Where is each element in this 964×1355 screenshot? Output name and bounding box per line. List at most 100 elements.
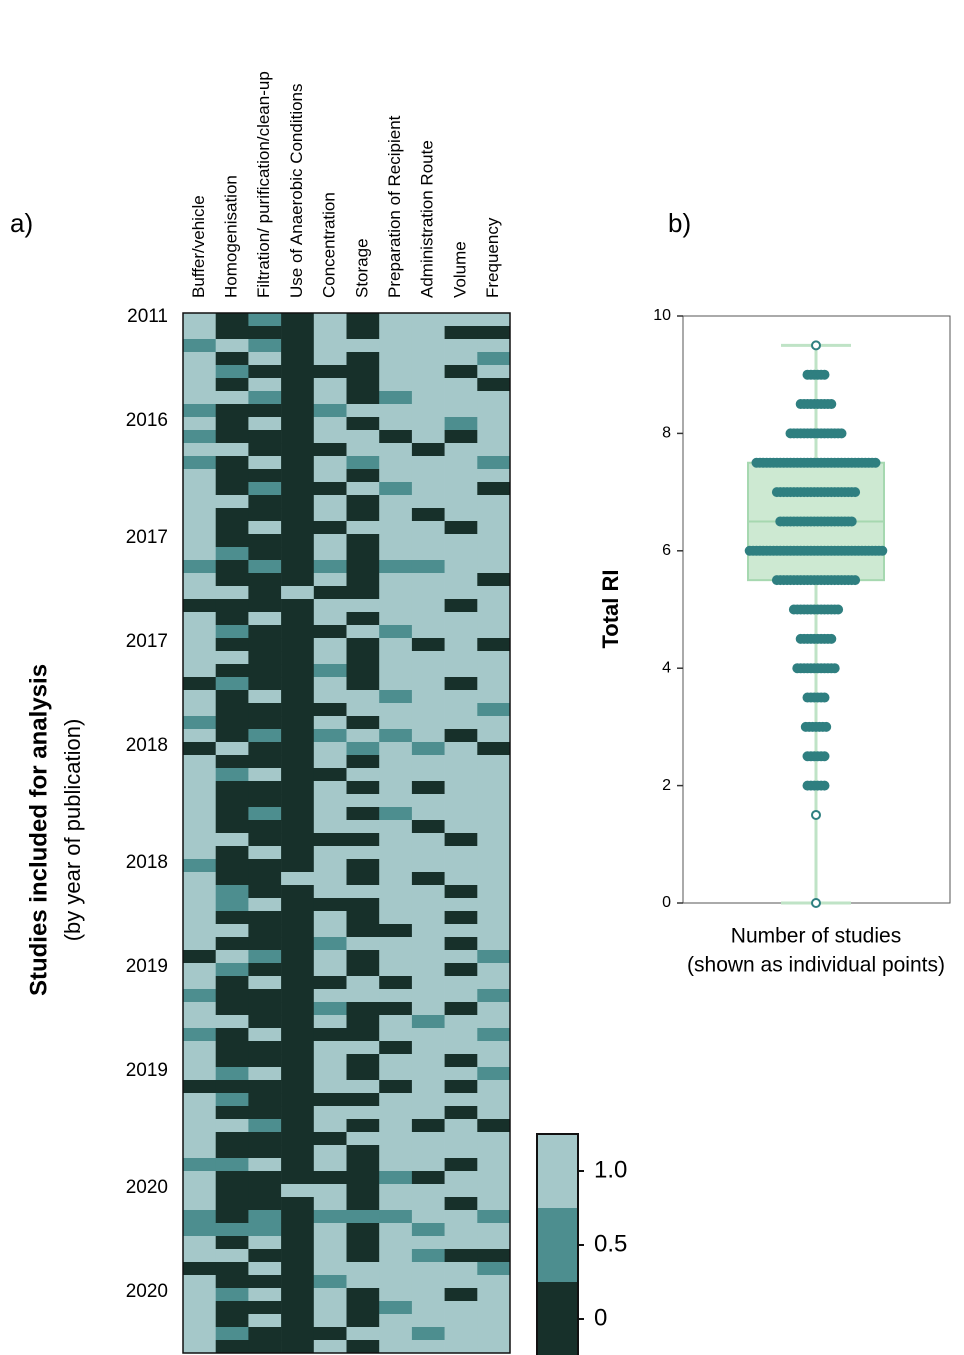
heatmap-cell — [281, 1093, 315, 1107]
heatmap-cell — [313, 924, 347, 938]
heatmap-cell — [313, 807, 347, 821]
row-label: 2018 — [126, 735, 168, 756]
heatmap-cell — [313, 1145, 347, 1159]
heatmap-cell — [379, 1015, 413, 1029]
study-point — [877, 545, 888, 556]
heatmap-cell — [215, 1288, 249, 1302]
heatmap-cell — [313, 1015, 347, 1029]
heatmap-cell — [248, 937, 282, 951]
heatmap-cell — [313, 1080, 347, 1094]
heatmap-cell — [215, 1249, 249, 1263]
heatmap-cell — [379, 1340, 413, 1354]
heatmap-cell — [477, 1015, 511, 1029]
heatmap-cell — [313, 1041, 347, 1055]
heatmap-cell — [281, 560, 315, 574]
heatmap-cell — [313, 352, 347, 366]
heatmap-cell — [444, 703, 478, 717]
heatmap-cell — [411, 1275, 445, 1289]
heatmap-cell — [411, 729, 445, 743]
heatmap-cell — [183, 534, 216, 548]
study-point — [833, 604, 844, 615]
heatmap-cell — [215, 1223, 249, 1237]
heatmap-cell — [215, 391, 249, 405]
heatmap-cell — [346, 1314, 380, 1328]
heatmap-cell — [281, 391, 315, 405]
heatmap-cell — [444, 378, 478, 392]
heatmap-cell — [215, 742, 249, 756]
heatmap-cell — [248, 989, 282, 1003]
heatmap-cell — [183, 1301, 216, 1315]
heatmap-cell — [379, 1028, 413, 1042]
heatmap-cell — [313, 1054, 347, 1068]
heatmap-cell — [477, 1288, 511, 1302]
heatmap-cell — [183, 664, 216, 678]
heatmap-cell — [248, 911, 282, 925]
heatmap-cell — [477, 521, 511, 535]
heatmap-cell — [346, 703, 380, 717]
heatmap-cell — [248, 1236, 282, 1250]
x-axis-title: Number of studies — [731, 925, 901, 948]
study-point — [850, 575, 861, 586]
heatmap-cell — [379, 664, 413, 678]
heatmap-cell — [444, 1054, 478, 1068]
heatmap-cell — [444, 391, 478, 405]
heatmap-cell — [379, 495, 413, 509]
heatmap-cell — [183, 768, 216, 782]
heatmap-cell — [477, 664, 511, 678]
heatmap-cell — [183, 937, 216, 951]
heatmap-cell — [183, 950, 216, 964]
heatmap-cell — [346, 638, 380, 652]
heatmap-cell — [477, 456, 511, 470]
heatmap-cell — [379, 1288, 413, 1302]
heatmap-cell — [215, 521, 249, 535]
heatmap-cell — [248, 1223, 282, 1237]
heatmap-cell — [346, 1236, 380, 1250]
heatmap-cell — [477, 807, 511, 821]
study-point — [829, 663, 840, 674]
heatmap-cell — [281, 1184, 315, 1198]
row-label: 2020 — [126, 1177, 168, 1198]
heatmap-cell — [346, 963, 380, 977]
heatmap-cell — [444, 716, 478, 730]
heatmap-cell — [215, 924, 249, 938]
heatmap-cell — [215, 1145, 249, 1159]
heatmap-cell — [248, 677, 282, 691]
heatmap-cell — [215, 404, 249, 418]
heatmap-cell — [215, 1184, 249, 1198]
heatmap-cell — [183, 807, 216, 821]
heatmap-cell — [411, 404, 445, 418]
heatmap-cell — [183, 1028, 216, 1042]
heatmap-cell — [313, 1158, 347, 1172]
heatmap-cell — [183, 625, 216, 639]
heatmap-cell — [477, 677, 511, 691]
heatmap-cell — [379, 846, 413, 860]
heatmap-cell — [248, 456, 282, 470]
heatmap-cell — [215, 547, 249, 561]
heatmap-cell — [215, 339, 249, 353]
heatmap-cell — [477, 729, 511, 743]
heatmap-cell — [411, 1158, 445, 1172]
heatmap-cell — [444, 534, 478, 548]
heatmap-cell — [346, 612, 380, 626]
heatmap-cell — [411, 417, 445, 431]
heatmap-cell — [215, 365, 249, 379]
heatmap-cell — [215, 469, 249, 483]
heatmap-cell — [444, 352, 478, 366]
heatmap-cell — [183, 1093, 216, 1107]
heatmap-cell — [477, 885, 511, 899]
heatmap-cell — [281, 534, 315, 548]
heatmap-cell — [313, 391, 347, 405]
heatmap-cell — [477, 404, 511, 418]
heatmap-cell — [411, 924, 445, 938]
heatmap-cell — [444, 1223, 478, 1237]
heatmap-cell — [346, 352, 380, 366]
heatmap-cell — [281, 1301, 315, 1315]
heatmap-cell — [183, 885, 216, 899]
heatmap-cell — [183, 1171, 216, 1185]
heatmap-cell — [313, 1262, 347, 1276]
heatmap-cell — [183, 846, 216, 860]
heatmap-cell — [248, 716, 282, 730]
heatmap-cell — [379, 1093, 413, 1107]
heatmap-cell — [379, 768, 413, 782]
heatmap-cell — [313, 729, 347, 743]
